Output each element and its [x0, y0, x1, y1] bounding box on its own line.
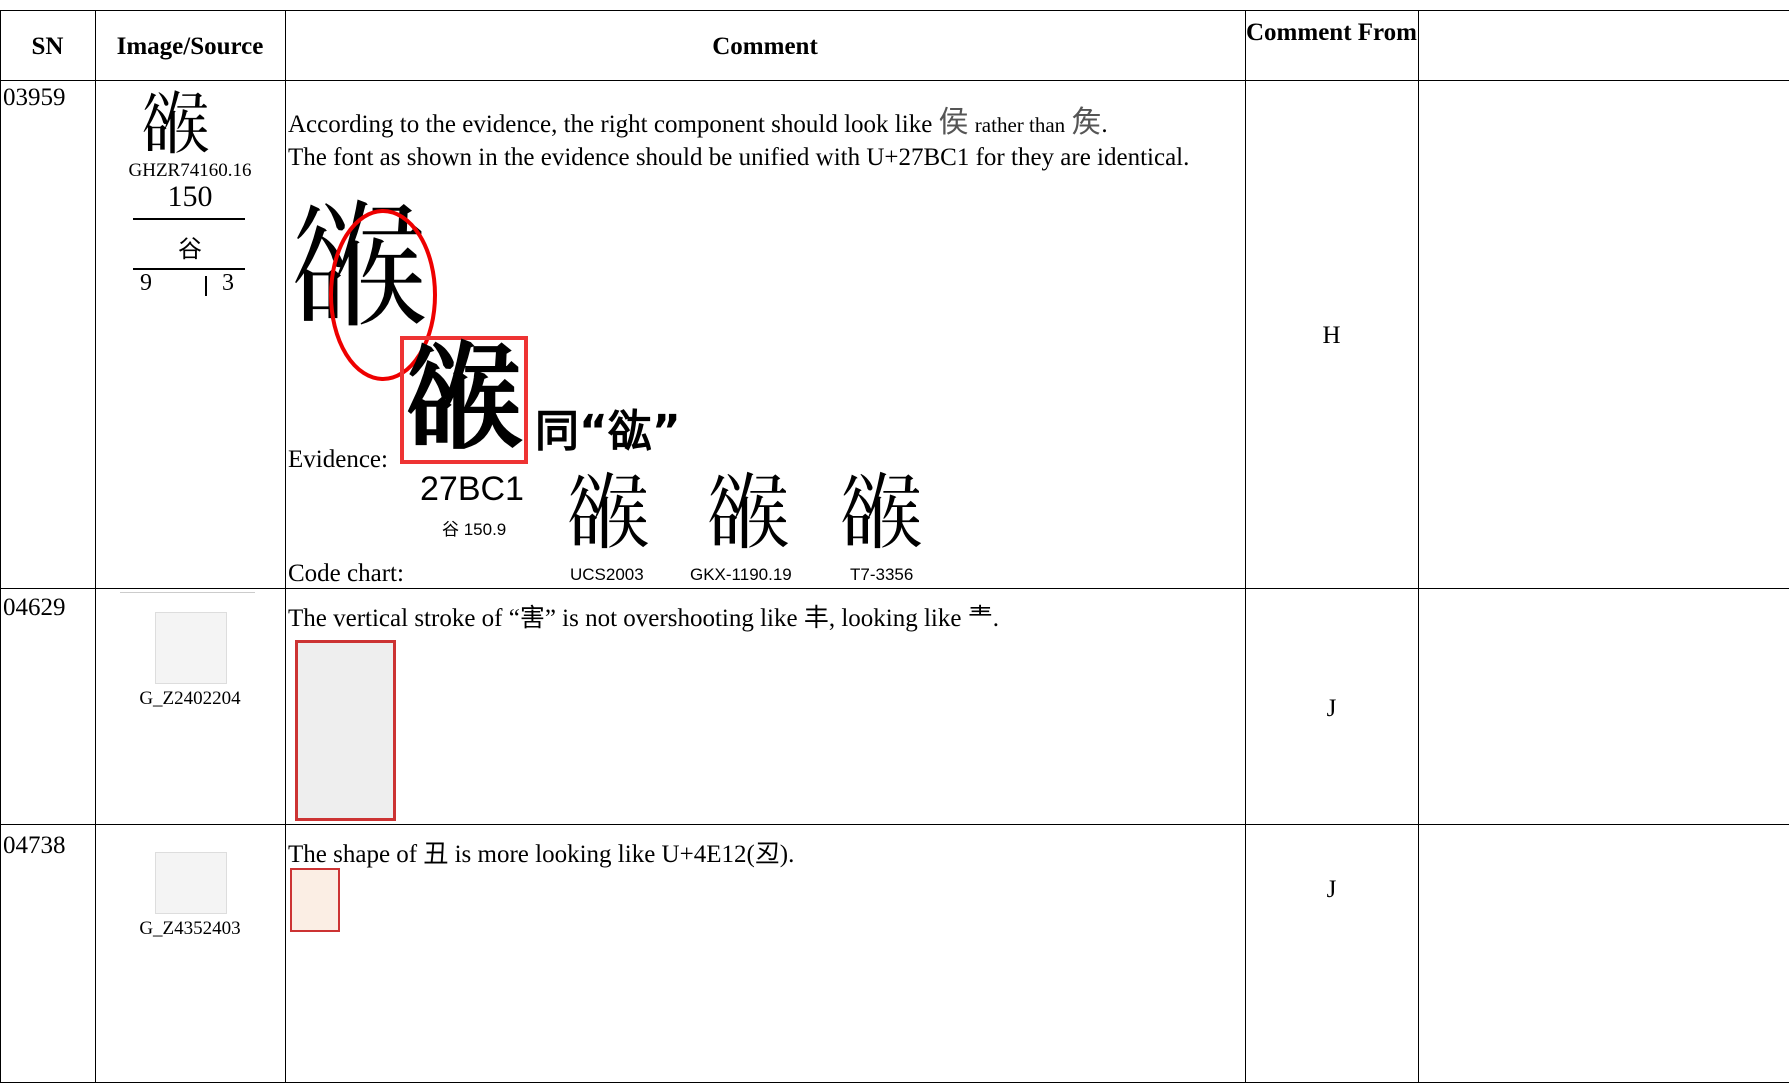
comment-text: The shape of 丑 is more looking like U+4E…: [288, 841, 795, 868]
text: According to the evidence, the right com…: [288, 111, 933, 138]
source: G_Z2402204: [139, 688, 241, 709]
border: [0, 824, 1789, 825]
strokes: 3: [222, 270, 234, 296]
evidence-image: [290, 868, 340, 932]
sn: 04738: [3, 832, 66, 859]
comment-from: H: [1322, 322, 1341, 349]
sn: 03959: [3, 84, 66, 111]
comment-text: The vertical stroke of “害” is not oversh…: [288, 605, 999, 632]
code-glyph: 𧯁: [565, 465, 651, 564]
code-source: GKX-1190.19: [690, 565, 792, 584]
inline-glyph: 侯: [938, 105, 969, 140]
code-glyph: 𧯁: [838, 465, 924, 564]
border: [95, 10, 96, 1083]
inline-glyph: 矦: [1071, 105, 1102, 140]
evidence-image: [295, 640, 396, 821]
header: Comment From: [1245, 19, 1418, 46]
rule: [133, 268, 245, 270]
border: [1245, 10, 1246, 1083]
evidence-note: 同“谹”: [535, 406, 681, 457]
comment-from: J: [1326, 876, 1337, 903]
text: .: [1101, 111, 1108, 138]
evidence-glyph: 𧯁: [404, 330, 523, 468]
code-point: 27BC1: [420, 470, 524, 508]
code-source: T7-3356: [850, 565, 914, 584]
radical-number: 150: [167, 180, 213, 213]
header: Comment: [712, 33, 818, 60]
label: Code chart:: [288, 560, 404, 587]
code-glyph: 𧯁: [705, 465, 791, 564]
border: [0, 80, 1789, 81]
comment-from: J: [1326, 695, 1337, 722]
comment-text: According to the evidence, the right com…: [288, 108, 1108, 139]
text: rather than: [974, 113, 1066, 137]
highlight: [329, 209, 437, 381]
header: SN: [31, 33, 64, 60]
border: [0, 10, 1, 1083]
border: [0, 10, 1789, 11]
radical: 谷: [178, 235, 202, 263]
code-source: UCS2003: [570, 565, 644, 584]
evidence-box: [400, 336, 528, 464]
border: [285, 10, 286, 1083]
glyph-image: [155, 852, 227, 914]
glyph: 𧯁: [140, 84, 210, 166]
sn: 04629: [3, 594, 66, 621]
rule: [120, 592, 255, 593]
source: G_Z4352403: [139, 918, 241, 939]
label: Evidence:: [288, 446, 388, 473]
header: Image/Source: [116, 33, 264, 60]
border: [0, 588, 1789, 589]
rule: [133, 218, 245, 220]
code-radical: 谷 150.9: [442, 520, 507, 539]
glyph-image: [155, 612, 227, 684]
comment-text: The font as shown in the evidence should…: [288, 144, 1190, 171]
source: GHZR74160.16: [128, 160, 252, 181]
border: [1418, 10, 1419, 1083]
strokes: 9: [140, 270, 152, 296]
rule: [205, 276, 207, 296]
